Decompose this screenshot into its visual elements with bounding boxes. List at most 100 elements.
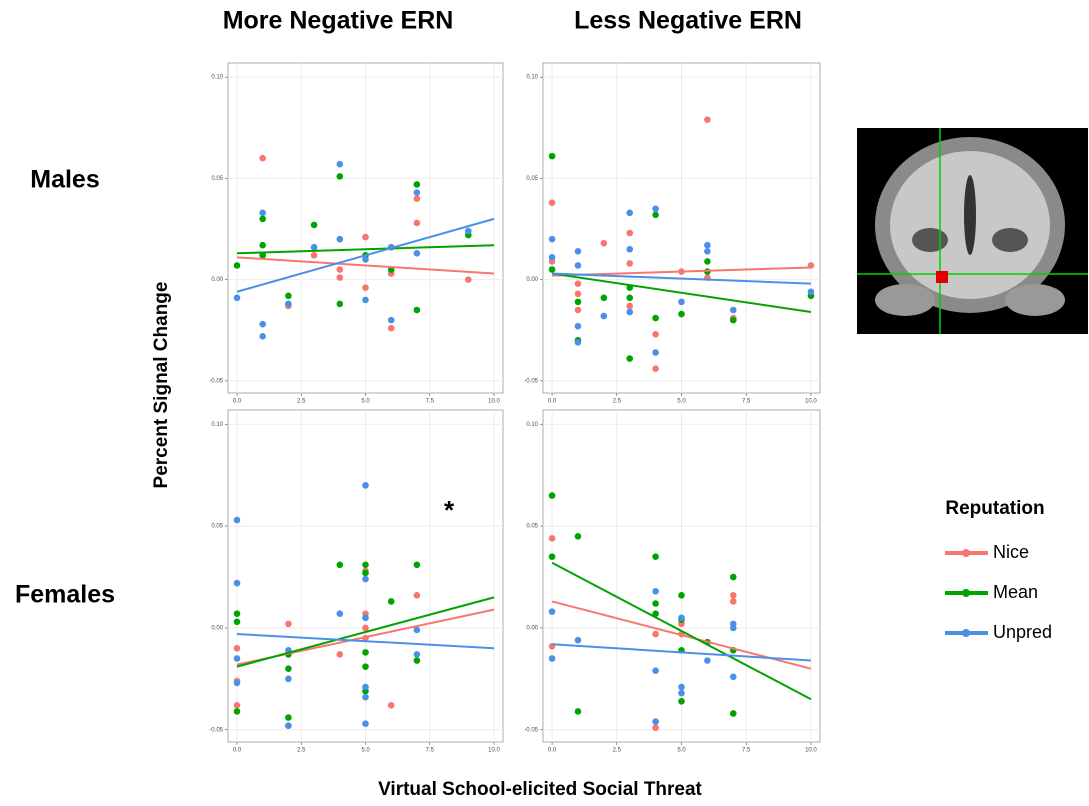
point: [414, 181, 421, 188]
point: [336, 236, 343, 243]
point: [575, 637, 582, 644]
point: [704, 248, 711, 255]
point: [652, 205, 659, 212]
point: [336, 651, 343, 658]
point: [465, 228, 472, 235]
point: [234, 702, 241, 709]
point: [362, 570, 369, 577]
y-tick-label: 0.10: [526, 422, 538, 428]
point: [259, 216, 266, 223]
point: [549, 553, 556, 560]
point: [414, 657, 421, 664]
y-tick-label: 0.05: [526, 176, 538, 182]
y-tick-label: -0.05: [524, 727, 538, 733]
point: [730, 592, 737, 599]
point: [575, 280, 582, 287]
point: [652, 553, 659, 560]
point: [362, 694, 369, 701]
x-tick-label: 0.0: [233, 748, 242, 754]
point: [362, 284, 369, 291]
point: [652, 365, 659, 372]
point: [626, 230, 633, 237]
x-tick-label: 7.5: [742, 748, 751, 754]
point: [414, 195, 421, 202]
legend-dot: [962, 589, 970, 597]
point: [626, 295, 633, 302]
point: [414, 651, 421, 658]
y-tick-label: 0.10: [211, 422, 223, 428]
point: [704, 242, 711, 249]
y-tick-label: 0.00: [526, 626, 538, 632]
point: [730, 574, 737, 581]
x-tick-label: 5.0: [361, 748, 370, 754]
y-tick-label: -0.05: [524, 378, 538, 384]
point: [311, 222, 318, 229]
point: [414, 592, 421, 599]
point: [730, 307, 737, 314]
y-axis-label: Percent Signal Change: [151, 282, 172, 489]
legend-label: Mean: [993, 582, 1038, 602]
point: [285, 621, 292, 628]
legend-label: Nice: [993, 542, 1029, 562]
point: [549, 199, 556, 206]
point: [549, 492, 556, 499]
brain-image: [857, 128, 1088, 334]
point: [414, 220, 421, 227]
point: [414, 307, 421, 314]
column-title: More Negative ERN: [223, 7, 454, 35]
point: [336, 274, 343, 281]
point: [362, 614, 369, 621]
point: [575, 307, 582, 314]
column-title: Less Negative ERN: [574, 7, 802, 35]
point: [808, 288, 815, 295]
point: [652, 667, 659, 674]
point: [549, 266, 556, 273]
row-title: Females: [15, 581, 115, 609]
point: [678, 698, 685, 705]
point: [704, 657, 711, 664]
point: [234, 295, 241, 302]
point: [652, 718, 659, 725]
point: [626, 303, 633, 310]
point: [234, 708, 241, 715]
point: [259, 333, 266, 340]
y-tick-label: 0.05: [211, 524, 223, 530]
point: [362, 234, 369, 241]
point: [730, 598, 737, 605]
point: [388, 598, 395, 605]
point: [678, 684, 685, 691]
point: [730, 674, 737, 681]
point: [336, 161, 343, 168]
point: [678, 592, 685, 599]
point: [704, 258, 711, 265]
point: [362, 720, 369, 727]
x-tick-label: 0.0: [548, 399, 557, 405]
point: [652, 315, 659, 322]
point: [730, 710, 737, 717]
point: [362, 663, 369, 670]
legend-title: Reputation: [945, 498, 1044, 519]
x-tick-label: 2.5: [297, 399, 306, 405]
point: [678, 311, 685, 318]
point: [465, 276, 472, 283]
legend-dot: [962, 629, 970, 637]
x-axis-label: Virtual School-elicited Social Threat: [378, 779, 702, 800]
point: [336, 610, 343, 617]
y-tick-label: -0.05: [209, 378, 223, 384]
point: [704, 116, 711, 123]
point: [678, 690, 685, 697]
point: [652, 331, 659, 338]
point: [311, 252, 318, 259]
point: [575, 533, 582, 540]
point: [362, 256, 369, 263]
point: [626, 246, 633, 253]
point: [259, 210, 266, 217]
point: [259, 321, 266, 328]
x-tick-label: 0.0: [548, 748, 557, 754]
point: [285, 293, 292, 300]
point: [549, 608, 556, 615]
point: [549, 254, 556, 261]
legend-dot: [962, 549, 970, 557]
point: [234, 517, 241, 524]
point: [626, 355, 633, 362]
